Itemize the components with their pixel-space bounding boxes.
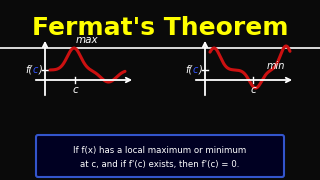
Text: Fermat's Theorem: Fermat's Theorem bbox=[32, 16, 288, 40]
Text: c: c bbox=[192, 65, 198, 75]
Text: f(: f( bbox=[185, 65, 193, 75]
Text: c: c bbox=[32, 65, 38, 75]
Text: If f(x) has a local maximum or minimum: If f(x) has a local maximum or minimum bbox=[73, 146, 247, 155]
Text: c: c bbox=[72, 85, 78, 95]
Text: max: max bbox=[76, 35, 98, 45]
Text: at c, and if f'(c) exists, then f'(c) = 0.: at c, and if f'(c) exists, then f'(c) = … bbox=[80, 160, 240, 169]
Text: ): ) bbox=[198, 65, 202, 75]
Text: f(: f( bbox=[25, 65, 33, 75]
Text: c: c bbox=[250, 85, 256, 95]
FancyBboxPatch shape bbox=[36, 135, 284, 177]
Text: ): ) bbox=[38, 65, 42, 75]
Text: min: min bbox=[267, 61, 285, 71]
